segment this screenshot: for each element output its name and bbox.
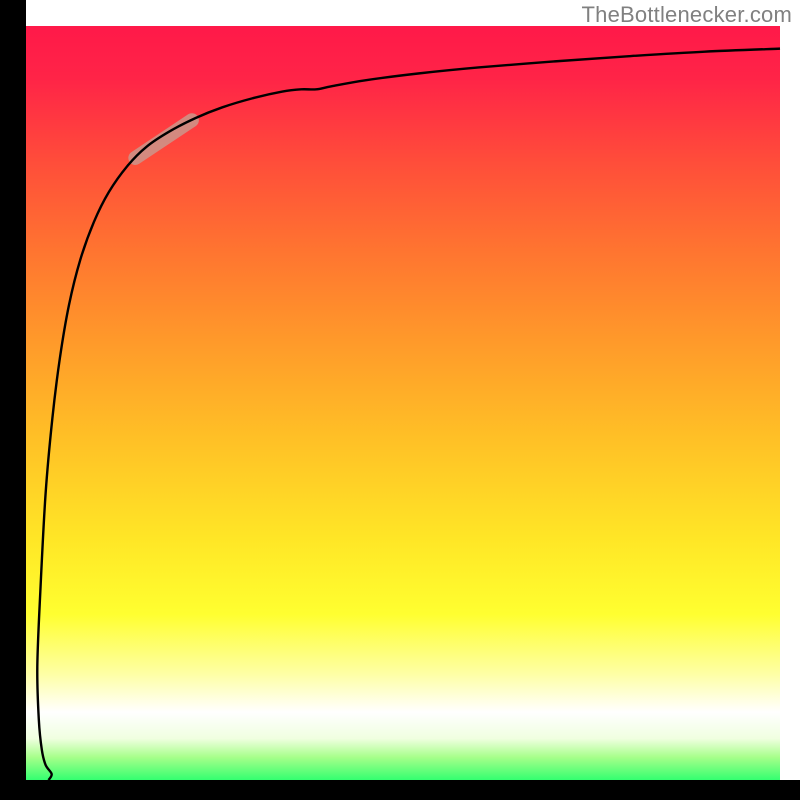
plot-background [26, 26, 780, 780]
frame-left [0, 0, 26, 800]
bottleneck-chart [0, 0, 800, 800]
frame-bottom [0, 780, 800, 800]
chart-container: TheBottlenecker.com [0, 0, 800, 800]
watermark-text: TheBottlenecker.com [582, 2, 792, 28]
